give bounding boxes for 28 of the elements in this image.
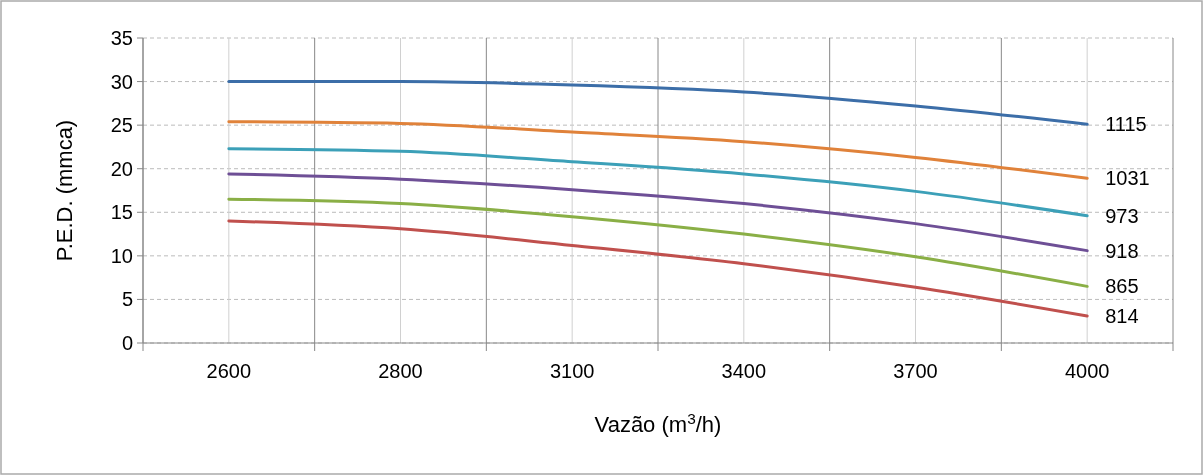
y-tick-label: 25 [110,114,133,137]
x-tick-label: 3400 [721,360,767,382]
line-series [227,197,1089,288]
line-series [227,172,1089,253]
y-tick-label: 30 [110,70,133,93]
series-label: 1115 [1105,113,1147,136]
y-tick-label: 5 [121,288,133,311]
series-label: 973 [1105,204,1139,227]
series-label: 1031 [1105,167,1150,190]
x-tick-label: 2600 [206,360,252,382]
y-tick-label: 20 [110,157,133,180]
y-axis-title: P.E.D. (mmca) [52,119,77,262]
x-tick-label: 3700 [893,360,938,382]
series-label: 814 [1105,304,1139,327]
x-axis-title: Vazão (m$^{3}$/h) [594,409,722,437]
series-label: 865 [1105,275,1139,298]
x-tick-label: 2800 [378,360,423,382]
series-label: 918 [1105,239,1139,262]
line-series [227,219,1089,318]
line-series [227,80,1089,126]
line-series [227,120,1089,180]
line-series [227,147,1089,218]
y-tick-label: 10 [110,244,133,267]
y-tick-label: 35 [110,27,133,49]
y-tick-label: 15 [110,201,133,224]
x-tick-label: 3100 [549,360,595,382]
y-tick-label: 0 [121,332,133,354]
x-tick-label: 4000 [1064,360,1110,382]
